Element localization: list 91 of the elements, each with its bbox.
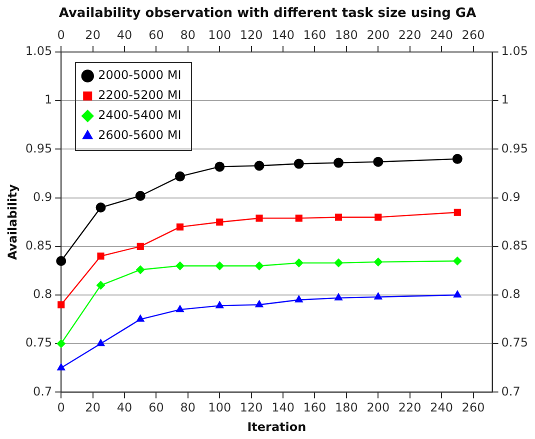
y2-tick-label: 0.85	[501, 238, 528, 253]
x-tick-label: 100	[208, 400, 232, 415]
point	[176, 261, 185, 270]
point	[374, 292, 382, 300]
point	[96, 280, 106, 290]
legend-label: 2400-5400 MI	[98, 108, 182, 122]
x2-tick-label: 140	[272, 28, 294, 42]
point	[334, 214, 342, 221]
point	[96, 202, 106, 213]
point	[214, 162, 225, 172]
x2-tick-label: 20	[85, 28, 100, 42]
x2-tick-label: 100	[208, 28, 232, 42]
point	[97, 252, 104, 260]
legend-label: 2000-5000 MI	[98, 68, 182, 82]
y-tick-label: 0.85	[25, 238, 52, 253]
point	[334, 158, 344, 168]
point	[175, 171, 186, 182]
point	[294, 258, 304, 268]
x2-tick-label: 120	[240, 28, 263, 42]
x-axis-title: Iteration	[247, 420, 306, 434]
x-tick-label: 140	[272, 400, 294, 415]
x2-tick-label: 220	[398, 28, 422, 42]
point	[373, 156, 384, 167]
x-tick-label: 240	[430, 400, 454, 415]
y-tick-label: 1	[44, 92, 52, 107]
point	[294, 158, 304, 169]
x-tick-label: 200	[366, 400, 390, 415]
x2-tick-label: 200	[366, 28, 390, 42]
y2-tick-label: 0.75	[501, 336, 528, 350]
x-tick-label: 40	[116, 400, 132, 415]
point	[453, 290, 462, 298]
x2-tick-label: 60	[148, 28, 164, 42]
x2-tick-label: 260	[462, 28, 485, 42]
x2-tick-label: 240	[430, 28, 454, 42]
point	[452, 256, 462, 266]
point	[215, 300, 224, 308]
x2-tick-label: 80	[180, 28, 196, 42]
point	[295, 214, 302, 222]
point	[176, 223, 184, 230]
point	[56, 256, 66, 266]
x-tick-label: 120	[240, 400, 263, 415]
point	[136, 314, 145, 322]
point	[294, 294, 304, 302]
y-axis-title: Availability	[5, 184, 20, 260]
point	[254, 160, 264, 171]
x-tick-label: 160	[303, 400, 326, 415]
point	[216, 218, 224, 226]
point	[215, 261, 224, 270]
y-tick-label: 0.9	[33, 190, 52, 204]
point	[452, 154, 462, 164]
x2-tick-label: 0	[57, 28, 65, 42]
y2-tick-label: 1.05	[501, 44, 528, 58]
x2-tick-label: 180	[334, 28, 358, 42]
chart-title: Availability observation with different task size using GA	[58, 6, 476, 22]
x-tick-label: 20	[85, 400, 100, 415]
x-tick-label: 220	[398, 400, 422, 415]
point	[374, 214, 382, 221]
x-tick-label: 80	[180, 400, 196, 415]
x2-tick-label: 40	[116, 28, 132, 42]
y-tick-label: 1.05	[25, 44, 52, 58]
y2-tick-label: 0.95	[501, 141, 528, 156]
point	[334, 258, 344, 268]
point	[176, 304, 184, 312]
point	[254, 261, 264, 270]
point	[374, 257, 383, 266]
y-tick-label: 0.75	[25, 336, 52, 350]
point	[254, 300, 264, 308]
y2-tick-label: 0.9	[501, 190, 520, 204]
point	[256, 214, 263, 222]
x-tick-label: 260	[462, 400, 485, 415]
y2-tick-label: 0.7	[501, 384, 520, 398]
legend-label: 2200-5200 MI	[98, 88, 182, 102]
point	[454, 208, 461, 216]
y2-tick-label: 1	[501, 92, 509, 107]
point	[56, 339, 66, 348]
point	[136, 265, 145, 274]
point	[334, 292, 343, 300]
point	[58, 301, 65, 308]
x-tick-label: 0	[57, 400, 65, 415]
y2-tick-label: 0.8	[501, 287, 520, 302]
point	[96, 338, 106, 346]
x-tick-label: 180	[334, 400, 358, 415]
y-tick-label: 0.7	[33, 384, 52, 398]
y-tick-label: 0.8	[33, 287, 52, 302]
point	[136, 242, 144, 250]
y-tick-label: 0.95	[25, 141, 52, 156]
x2-tick-label: 160	[303, 28, 326, 42]
legend-label: 2600-5600 MI	[98, 128, 182, 142]
point	[135, 190, 146, 201]
x-tick-label: 60	[148, 400, 164, 415]
point	[56, 362, 66, 370]
